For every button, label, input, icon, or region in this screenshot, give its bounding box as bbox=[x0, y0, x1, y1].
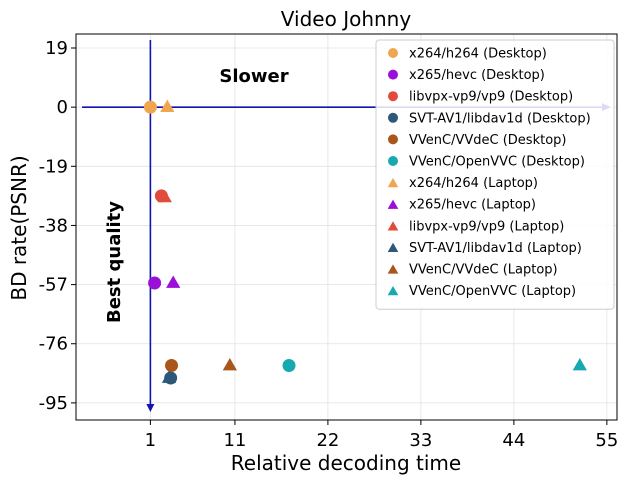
x-tick-label: 44 bbox=[502, 430, 525, 451]
data-point bbox=[143, 100, 157, 114]
best-quality-annotation: Best quality bbox=[104, 201, 125, 323]
mark-layer bbox=[143, 99, 587, 385]
chart-title: Video Johnny bbox=[281, 7, 412, 31]
legend-label: VVenC/OpenVVC (Laptop) bbox=[409, 284, 576, 299]
legend-label: x265/hevc (Desktop) bbox=[409, 68, 545, 83]
legend-marker bbox=[387, 199, 399, 209]
legend-marker bbox=[388, 69, 398, 80]
x-tick-label: 22 bbox=[316, 430, 339, 451]
y-tick-label: 19 bbox=[45, 38, 68, 59]
legend-marker bbox=[388, 48, 398, 58]
data-point bbox=[157, 189, 172, 203]
y-tick-label: -95 bbox=[39, 393, 68, 414]
x-tick-label: 1 bbox=[145, 430, 156, 451]
y-tick-label: -38 bbox=[39, 215, 68, 236]
legend-label: x265/hevc (Laptop) bbox=[409, 198, 536, 213]
y-tick-label: -76 bbox=[39, 334, 68, 355]
data-point bbox=[161, 370, 177, 383]
y-tick-label: -57 bbox=[39, 275, 68, 296]
x-tick-label: 33 bbox=[409, 430, 432, 451]
legend-label: VVenC/VVdeC (Laptop) bbox=[409, 263, 558, 278]
y-tick-label: 0 bbox=[57, 97, 68, 118]
vertical-arrowhead bbox=[146, 404, 155, 412]
legend-label: VVenC/OpenVVC (Desktop) bbox=[409, 155, 585, 170]
data-point bbox=[165, 359, 179, 373]
legend-label: SVT-AV1/libdav1d (Desktop) bbox=[409, 111, 591, 126]
data-point bbox=[282, 359, 296, 373]
x-axis-label: Relative decoding time bbox=[231, 451, 461, 475]
legend-label: libvpx-vp9/vp9 (Desktop) bbox=[409, 90, 573, 105]
legend-marker bbox=[387, 242, 399, 253]
legend-marker bbox=[388, 112, 398, 123]
legend-label: x264/h264 (Laptop) bbox=[409, 176, 538, 191]
y-tick-label: -19 bbox=[39, 156, 68, 177]
legend-label: SVT-AV1/libdav1d (Laptop) bbox=[409, 241, 582, 256]
plot-frame bbox=[75, 33, 618, 421]
x-tick-label: 11 bbox=[223, 430, 246, 451]
legend-marker bbox=[387, 264, 399, 274]
data-point bbox=[160, 99, 175, 113]
legend-marker bbox=[388, 134, 398, 145]
data-point bbox=[572, 358, 587, 371]
legend-label: libvpx-vp9/vp9 (Laptop) bbox=[409, 219, 564, 234]
legend-marker bbox=[388, 91, 398, 102]
legend: x264/h264 (Desktop) x265/hevc (Desktop) li… bbox=[375, 39, 615, 310]
legend-box bbox=[375, 39, 615, 310]
slower-annotation: Slower bbox=[219, 66, 288, 87]
x-tick-label: 55 bbox=[595, 430, 618, 451]
legend-marker bbox=[388, 156, 398, 166]
legend-marker bbox=[387, 286, 399, 296]
y-axis-label: BD rate(PSNR) bbox=[7, 155, 31, 300]
legend-marker bbox=[387, 178, 399, 188]
legend-label: x264/h264 (Desktop) bbox=[409, 47, 547, 62]
data-point bbox=[222, 358, 237, 371]
data-point bbox=[166, 275, 181, 288]
legend-label: VVenC/VVdeC (Desktop) bbox=[409, 133, 566, 148]
legend-marker bbox=[387, 221, 399, 231]
data-point bbox=[148, 276, 162, 290]
